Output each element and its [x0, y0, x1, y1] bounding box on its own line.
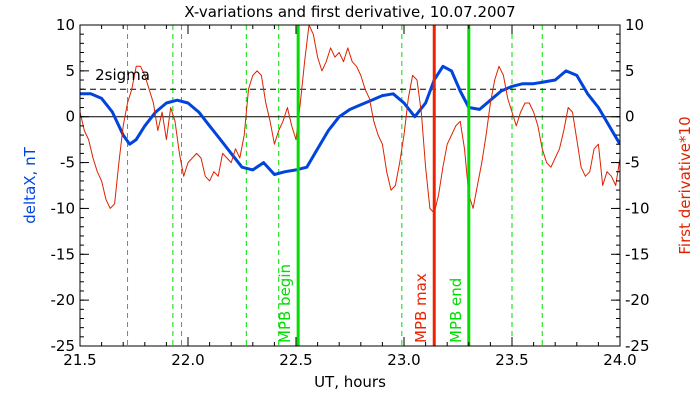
plot-frame — [79, 24, 621, 347]
y-tick-label-left: -10 — [51, 199, 76, 217]
y-tick-label-right: -20 — [625, 291, 650, 309]
y-axis-title-left: deltaX, nT — [21, 146, 39, 223]
chart-title: X-variations and first derivative, 10.07… — [184, 3, 515, 21]
plot-area: MPB begin MPB max MPB end 2sigma — [80, 25, 620, 346]
y-tick-label-left: 5 — [65, 62, 75, 80]
x-tick-label: 22.0 — [171, 351, 204, 369]
y-axis-title-right: First derivative*10 — [676, 116, 694, 254]
y-tick-label-right: -10 — [625, 199, 650, 217]
y-tick-label-left: -15 — [51, 245, 76, 263]
y-tick-label-left: -20 — [51, 291, 76, 309]
x-tick-label: 23.5 — [495, 351, 528, 369]
axes: 21.5 22.0 22.5 23.0 23.5 24.0 10 10 5 5 0 0 -5 -5 -10 -… — [51, 16, 650, 369]
marker-label: MPB max — [412, 273, 430, 343]
x-axis-title: UT, hours — [314, 373, 386, 391]
x-tick-label: 24.0 — [603, 351, 636, 369]
y-tick-label-left: -25 — [51, 337, 76, 355]
x-tick-label: 21.5 — [63, 351, 96, 369]
sigma-label: 2sigma — [95, 66, 150, 84]
y-tick-label-right: -25 — [625, 337, 650, 355]
marker-label: MPB end — [447, 278, 465, 343]
marker-label: MPB begin — [276, 264, 294, 343]
y-tick-label-left: 0 — [65, 108, 75, 126]
y-tick-label-left: -5 — [60, 154, 75, 172]
y-tick-label-right: -5 — [625, 154, 640, 172]
x-tick-label: 22.5 — [279, 351, 312, 369]
y-tick-label-left: 10 — [56, 16, 75, 34]
plot-content — [80, 25, 620, 346]
series-line-derivative — [80, 25, 620, 214]
y-tick-label-right: 0 — [625, 108, 635, 126]
series-line-deltax — [80, 64, 620, 176]
y-tick-label-right: 10 — [625, 16, 644, 34]
y-tick-label-right: 5 — [625, 62, 635, 80]
x-tick-label: 23.0 — [387, 351, 420, 369]
y-tick-label-right: -15 — [625, 245, 650, 263]
